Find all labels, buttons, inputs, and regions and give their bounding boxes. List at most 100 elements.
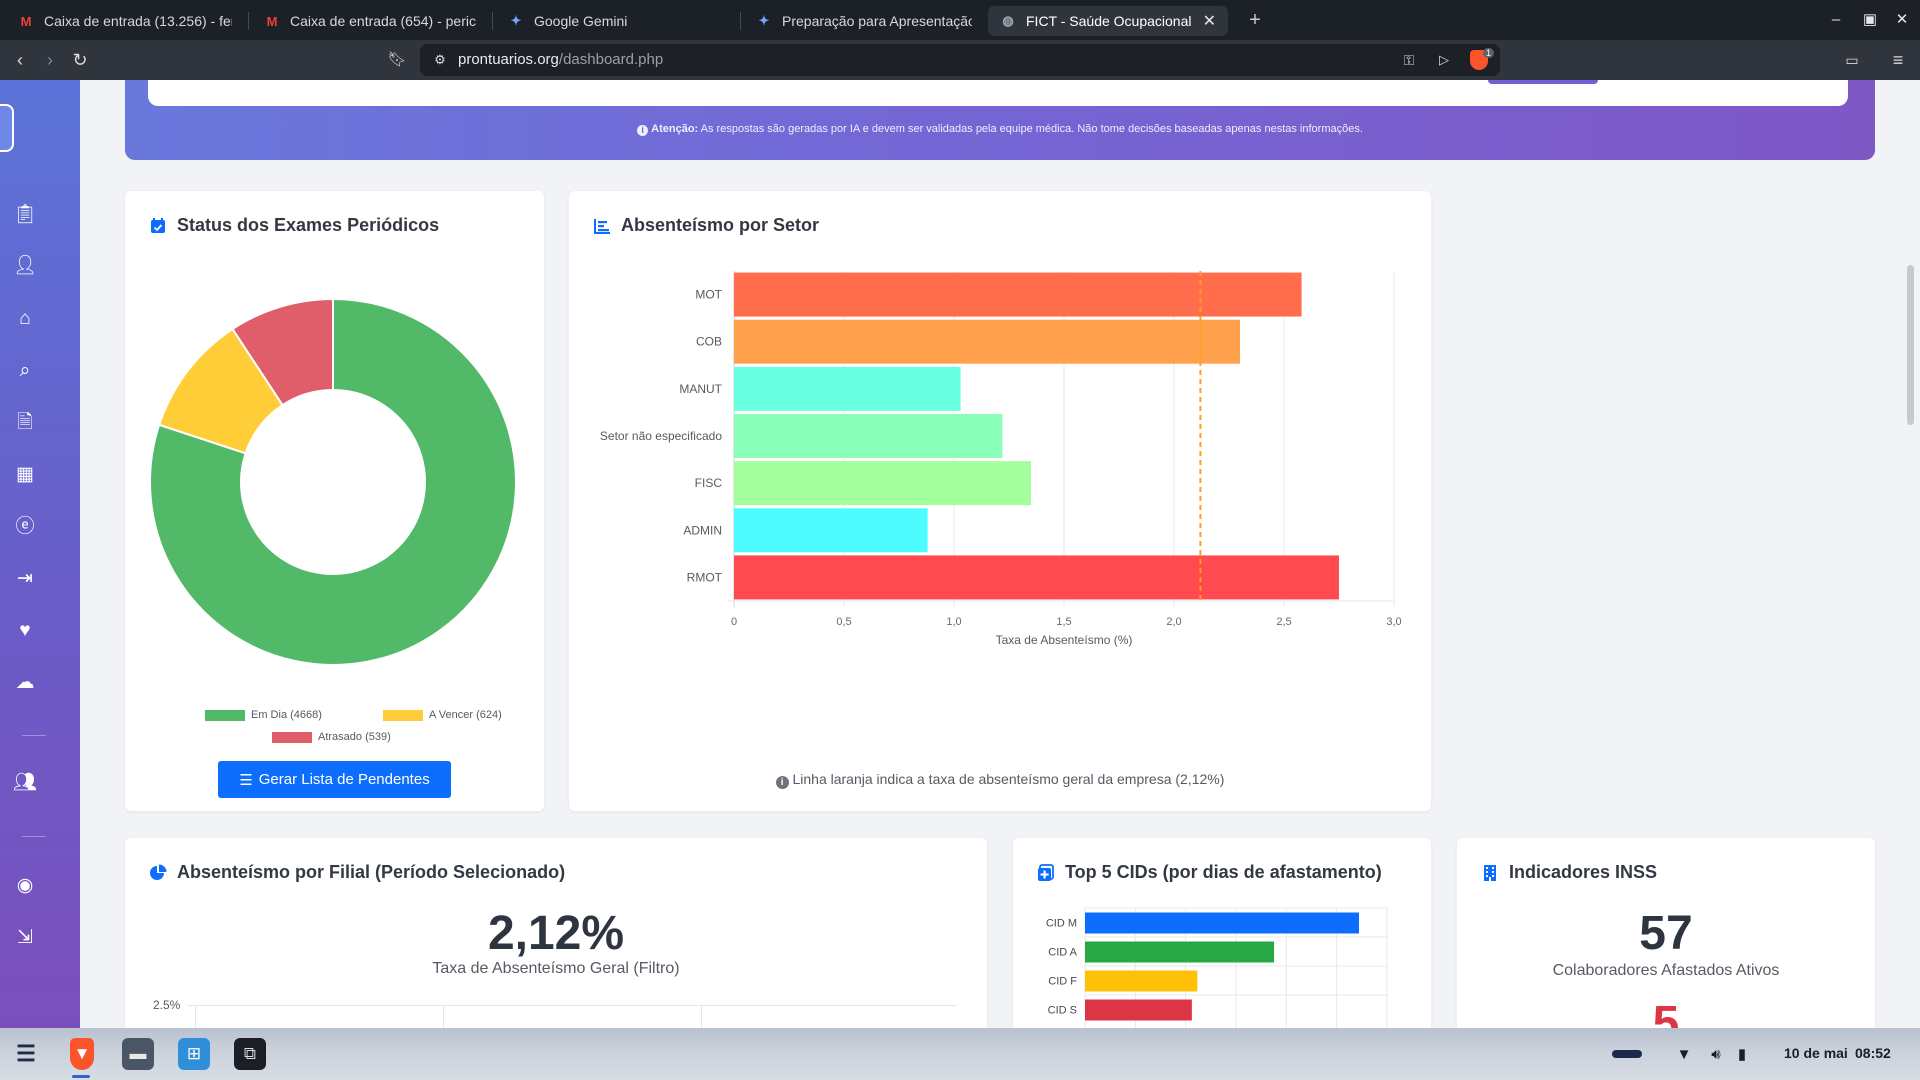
gridline [701,1005,702,1028]
address-bar[interactable] [420,44,1500,76]
tab-gemini-presentation[interactable]: ✦ Preparação para Apresentação [744,6,984,36]
bookmark-icon[interactable]: 🔖︎ [387,51,407,68]
card-title: Top 5 CIDs (por dias de afastamento) [1037,862,1382,883]
app-sidebar: 📋︎ 👤︎ ⌂ ⌕ 🗎 ▦ ⓔ ⇥ ♥ ☁ 👥︎ ◉ ⇲ [0,80,80,1028]
y-tick-label: MANUT [679,382,722,396]
maximize-icon[interactable]: ▣ [1862,11,1878,28]
inss-active-leave-caption: Colaboradores Afastados Ativos [1552,962,1780,979]
top-cids-card: Top 5 CIDs (por dias de afastamento) CID… [1013,838,1431,1028]
logout-icon[interactable]: ⇲ [17,927,33,948]
y-tick-label: MOT [695,288,722,302]
top-cids-chart: CID M CID A CID F CID S [1046,907,1388,1028]
y-tick-label: Setor não especificado [600,429,722,443]
bar [734,272,1302,317]
info-circle-icon: i [637,125,649,136]
tab-gmail-1[interactable]: M Caixa de entrada (13.256) - fern [6,6,244,36]
ai-input-area[interactable] [148,80,1848,106]
exam-status-card: Status dos Exames Periódicos Em Dia (466… [125,191,544,811]
taskbar-time[interactable]: 08:52 [1855,1045,1891,1061]
os-taskbar: ☰ ▼ ▬ ⊞ ⧉ ▼ 🔊︎ ▮ 10 de mai 08:52 [0,1028,1920,1080]
account-icon[interactable]: ◉ [16,875,34,896]
file-manager-icon[interactable]: ▬ [122,1038,154,1070]
y-tick-label: CID A [1048,947,1077,959]
software-store-icon[interactable]: ⊞ [178,1038,210,1070]
page-scrollbar-thumb[interactable] [1907,265,1914,425]
calendar-check-icon [151,217,165,233]
user-doctor-icon[interactable]: 👤︎ [12,255,38,276]
volume-icon[interactable]: 🔊︎ [1711,1045,1721,1063]
inss-second-indicator-value: 5 [1652,997,1680,1028]
brave-browser-icon[interactable]: ▼ [70,1038,94,1070]
x-tick-label: 0 [731,616,737,628]
send-icon[interactable]: ▷ [1439,52,1449,67]
terminal-app-icon[interactable]: ⧉ [234,1038,266,1070]
x-tick-label: 1,5 [1056,616,1071,628]
sidebar-collapse-handle[interactable] [0,104,14,152]
legend-item-atrasado: Atrasado (539) [272,731,391,743]
page-scrollbar[interactable] [1900,80,1920,1028]
gemini-icon: ✦ [758,13,770,28]
search-icon[interactable]: ⌕ [19,360,31,381]
gemini-icon: ✦ [510,13,522,28]
heart-pulse-icon[interactable]: ♥ [19,620,31,641]
y-tick-label: FISC [695,476,723,490]
x-tick-label: 0,5 [836,616,851,628]
close-window-icon[interactable]: ✕ [1895,11,1909,28]
legend-item-em-dia: Em Dia (4668) [205,709,322,721]
tab-gmail-2[interactable]: M Caixa de entrada (654) - pericia [252,6,488,36]
inss-indicators-card: Indicadores INSS 57 Colaboradores Afasta… [1457,838,1875,1028]
battery-icon[interactable]: ▮ [1737,1046,1747,1063]
file-export-icon[interactable]: ⇥ [17,568,33,589]
pie-chart-icon [150,864,167,880]
tab-gemini[interactable]: ✦ Google Gemini [496,6,736,36]
generate-pending-list-button[interactable]: ☰ Gerar Lista de Pendentes [218,761,451,798]
reload-icon[interactable]: ↻ [72,50,88,70]
keyboard-layout-indicator[interactable] [1612,1050,1642,1058]
x-tick-label: 2,0 [1166,616,1181,628]
y-tick-label: COB [696,335,722,349]
bar [734,414,1003,458]
cloud-upload-icon[interactable]: ☁ [15,672,35,693]
menu-icon[interactable]: ≡ [1892,50,1904,70]
file-medical-icon [1038,863,1054,881]
tab-separator [248,12,249,30]
y-tick-label: CID F [1048,976,1077,988]
y-axis-tick-label: 2.5% [153,998,181,1012]
gridline [187,1005,957,1006]
extension-badge: 1 [1483,48,1495,58]
ai-assistant-panel: i Atenção: As respostas são geradas por … [125,80,1875,160]
wifi-icon[interactable]: ▼ [1676,1045,1692,1063]
file-medical-icon[interactable]: 🗎 [17,412,33,433]
taskbar-date[interactable]: 10 de mai [1784,1045,1848,1061]
zorin-menu-icon[interactable]: ☰ [16,1041,36,1066]
bar [734,461,1031,506]
users-cog-icon[interactable]: 👥︎ [12,772,38,793]
bar-chart-icon [594,218,610,234]
active-app-indicator [72,1075,90,1078]
clipboard-icon[interactable]: 📋︎ [12,204,38,225]
legend-swatch [272,731,312,743]
back-icon[interactable]: ‹ [17,50,23,70]
forward-icon[interactable]: › [47,50,53,70]
minimize-icon[interactable]: – [1831,11,1841,28]
tab-fict-active[interactable]: ◍ FICT - Saúde Ocupacional ✕ [988,6,1228,36]
home-icon[interactable]: ⌂ [19,308,31,329]
info-circle-icon: i [775,776,789,789]
building-icon[interactable]: ▦ [16,464,34,485]
sidebar-toggle-icon[interactable]: ▭ [1845,52,1859,68]
x-tick-label: 2,5 [1276,616,1291,628]
x-tick-label: 1,0 [946,616,961,628]
close-tab-icon[interactable]: ✕ [1202,13,1216,30]
donut-slice [149,297,517,666]
y-tick-label: RMOT [687,570,723,584]
hearing-icon[interactable]: ⓔ [15,516,35,537]
ai-send-button[interactable] [1488,80,1598,84]
key-icon[interactable]: ⚿ [1403,52,1415,68]
site-settings-icon[interactable]: ⚙ [434,52,446,67]
sidebar-divider [22,735,46,736]
bar [1085,999,1192,1021]
new-tab-button[interactable]: + [1249,9,1261,31]
gmail-icon: M [20,13,32,29]
y-tick-label: CID M [1046,918,1077,930]
card-title: Absenteísmo por Setor [593,215,819,236]
